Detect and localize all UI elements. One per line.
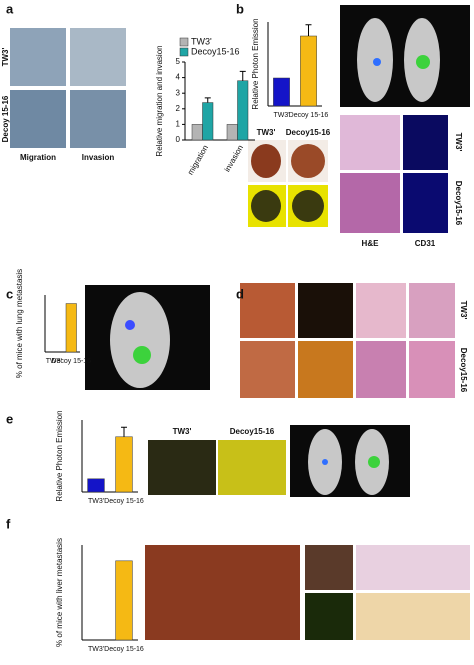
image (145, 545, 300, 640)
y-axis-label: Relative migration and invasion (155, 45, 164, 156)
image (373, 58, 381, 66)
image (340, 173, 400, 233)
error-bar (121, 426, 127, 437)
row-label: Decoy15-16 (454, 181, 463, 226)
image (290, 425, 410, 497)
image (292, 190, 324, 222)
panel-letter: d (236, 286, 244, 301)
image (10, 28, 66, 86)
image (368, 456, 380, 468)
x-tick-label: Decoy 15-16 (104, 646, 144, 653)
legend-label: Decoy15-16 (191, 46, 240, 56)
x-tick-label: migration (186, 144, 210, 177)
panel-letter: a (6, 1, 14, 16)
image (251, 190, 281, 222)
x-tick-label: invasion (223, 144, 245, 174)
col-label: TW3' (173, 427, 192, 436)
legend-swatch (179, 47, 189, 57)
image (403, 173, 448, 233)
row-label: Decoy15-16 (459, 348, 468, 393)
image (251, 144, 281, 178)
col-label: Decoy15-16 (230, 427, 275, 436)
panel-letter: f (6, 516, 11, 531)
y-axis-label: Relative Photon Emission (251, 18, 260, 109)
bar (115, 436, 133, 493)
image (305, 593, 353, 640)
col-label: TW3' (257, 128, 276, 137)
image (298, 341, 353, 398)
image (70, 28, 126, 86)
error-bar (305, 24, 312, 36)
y-tick-label: 0 (176, 135, 181, 144)
image (133, 346, 151, 364)
x-tick-label: TW3' (46, 358, 62, 365)
row-label: TW3' (1, 48, 10, 67)
x-tick-label: TW3' (88, 498, 104, 505)
y-axis-label: Relative Photon Emission (55, 410, 64, 501)
col-label: Migration (20, 153, 56, 162)
image (340, 115, 400, 170)
x-tick-label: Decoy 15-16 (104, 498, 144, 505)
x-tick-label: Decoy 15-16 (289, 112, 329, 119)
panel-letter: b (236, 1, 244, 16)
bar (202, 102, 214, 141)
y-tick-label: 5 (176, 57, 181, 66)
col-label: Invasion (82, 153, 115, 162)
image (409, 283, 455, 338)
image (70, 90, 126, 148)
image (240, 283, 295, 338)
col-label: H&E (362, 239, 380, 248)
legend-swatch (179, 37, 189, 47)
y-axis-label: % of mice with liver metastasis (55, 538, 64, 647)
image (416, 55, 430, 69)
y-tick-label: 1 (176, 120, 181, 129)
x-tick-label: TW3' (88, 646, 104, 653)
x-tick-label: Decoy 15-16 (51, 358, 91, 365)
col-label: CD31 (415, 239, 436, 248)
bar (273, 77, 290, 107)
panel-letter: e (6, 411, 13, 426)
bar (237, 80, 249, 141)
x-tick-label: TW3' (273, 112, 289, 119)
y-tick-label: 3 (176, 88, 181, 97)
image (298, 283, 353, 338)
panel-letter: c (6, 286, 13, 301)
row-label: Decoy 15-16 (1, 95, 10, 142)
image (356, 545, 470, 590)
error-bar (204, 97, 211, 103)
col-label: Decoy15-16 (286, 128, 331, 137)
legend-label: TW3' (191, 36, 212, 46)
image (356, 593, 470, 640)
image (409, 341, 455, 398)
row-label: TW3' (459, 301, 468, 320)
bar (87, 478, 105, 493)
image (125, 320, 135, 330)
row-label: TW3' (454, 133, 463, 152)
bar (191, 124, 203, 141)
bar (226, 124, 238, 141)
y-axis-label: % of mice with lung metastasis (15, 269, 24, 378)
bar (115, 560, 133, 641)
y-tick-label: 4 (176, 73, 181, 82)
y-tick-label: 2 (176, 104, 181, 113)
bar (300, 35, 317, 107)
image (291, 144, 325, 178)
image (322, 459, 328, 465)
image (403, 115, 448, 170)
error-bar (239, 70, 246, 81)
bar (65, 303, 77, 353)
image (356, 341, 406, 398)
image (10, 90, 66, 148)
image (356, 283, 406, 338)
image (148, 440, 216, 495)
image (110, 292, 170, 388)
image (240, 341, 295, 398)
image (305, 545, 353, 590)
image (218, 440, 286, 495)
